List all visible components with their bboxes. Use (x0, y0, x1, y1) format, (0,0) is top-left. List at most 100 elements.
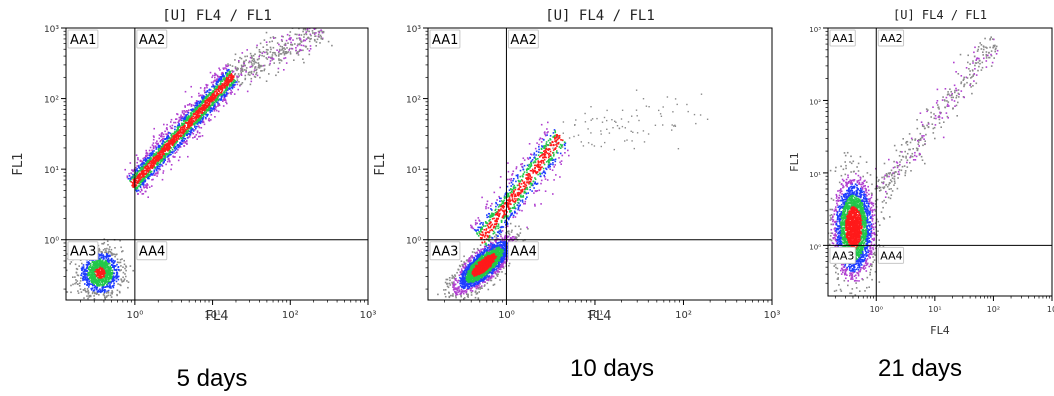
event-point (180, 136, 182, 138)
event-point (254, 67, 256, 69)
event-point (231, 86, 233, 89)
event-point (214, 94, 217, 97)
event-point (101, 283, 103, 286)
event-point (179, 118, 182, 121)
event-point (504, 254, 506, 257)
event-point (98, 260, 101, 263)
event-point (176, 140, 178, 143)
event-point (208, 89, 210, 91)
event-point (489, 277, 492, 280)
event-point (144, 157, 147, 160)
event-point (96, 261, 98, 264)
event-point (103, 286, 105, 289)
event-point (171, 124, 174, 127)
event-point (206, 106, 208, 109)
event-point (86, 266, 89, 269)
event-point (197, 100, 199, 103)
event-point (92, 280, 94, 283)
event-point (461, 273, 464, 275)
event-point (97, 259, 100, 262)
event-point (100, 275, 102, 278)
event-point (100, 277, 103, 279)
event-point (96, 283, 98, 285)
event-point (240, 83, 243, 86)
event-point (111, 285, 114, 287)
event-point (249, 52, 252, 55)
event-point (256, 74, 259, 77)
event-point (97, 263, 100, 266)
event-point (466, 287, 469, 289)
event-point (102, 267, 105, 269)
event-point (107, 276, 109, 278)
event-point (290, 43, 292, 46)
event-point (255, 69, 257, 72)
event-point (199, 118, 202, 120)
event-point (124, 168, 126, 171)
event-point (157, 159, 160, 162)
event-point (298, 43, 301, 46)
event-point (248, 61, 250, 64)
event-point (111, 258, 113, 260)
event-point (206, 105, 208, 108)
y-tick-label: 10⁰ (44, 237, 59, 247)
event-point (141, 179, 144, 181)
event-point (105, 278, 108, 281)
event-point (213, 80, 215, 82)
event-point (300, 40, 303, 43)
event-point (156, 167, 159, 170)
event-point (171, 151, 174, 153)
event-point (162, 138, 164, 140)
event-point (135, 181, 138, 184)
event-point (192, 128, 194, 130)
event-point (180, 143, 183, 145)
event-point (304, 45, 307, 48)
event-point (466, 295, 469, 297)
event-point (122, 271, 125, 274)
event-point (106, 255, 109, 258)
event-point (154, 154, 156, 156)
event-point (200, 101, 202, 103)
event-point (104, 263, 107, 265)
event-point (155, 151, 158, 154)
event-point (169, 139, 172, 142)
event-point (236, 76, 238, 79)
event-point (310, 34, 312, 37)
event-point (294, 43, 296, 45)
event-point (460, 260, 463, 262)
event-point (210, 93, 213, 95)
event-point (212, 101, 214, 104)
event-point (278, 59, 280, 62)
event-point (94, 286, 96, 289)
event-point (306, 48, 309, 50)
event-point (245, 67, 248, 69)
event-point (283, 52, 286, 55)
event-point (477, 258, 480, 260)
event-point (105, 292, 108, 294)
event-point (220, 84, 223, 87)
event-point (210, 100, 213, 102)
event-point (176, 113, 178, 115)
event-point (182, 119, 185, 121)
event-point (282, 50, 285, 52)
event-point (180, 127, 182, 130)
event-point (268, 41, 271, 43)
event-point (178, 119, 181, 122)
event-point (148, 186, 151, 188)
event-point (118, 261, 120, 264)
event-point (175, 135, 178, 137)
event-point (202, 109, 205, 111)
event-point (137, 189, 140, 192)
event-point (147, 165, 149, 168)
event-point (217, 96, 219, 98)
event-point (179, 117, 182, 119)
event-point (155, 157, 158, 159)
event-point (191, 120, 194, 122)
event-point (310, 26, 312, 28)
event-point (90, 277, 93, 279)
event-point (144, 190, 147, 193)
event-point (93, 284, 95, 286)
event-point (86, 269, 88, 272)
event-point (133, 182, 135, 184)
event-point (186, 132, 188, 134)
event-point (480, 280, 482, 282)
